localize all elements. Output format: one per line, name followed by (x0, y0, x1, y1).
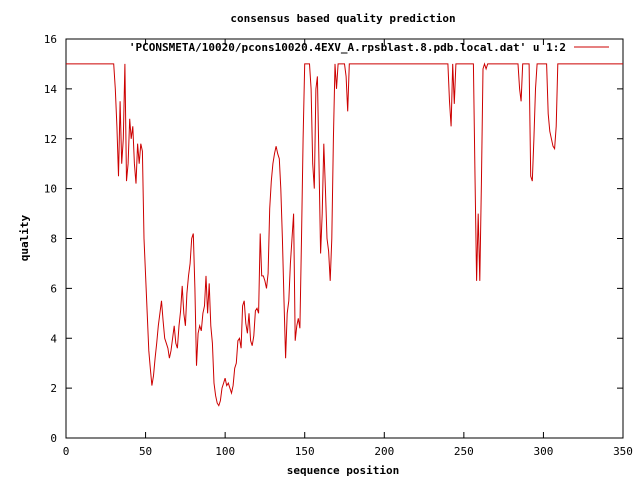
plot-frame (65, 38, 624, 439)
x-tick-label: 350 (613, 445, 633, 458)
x-tick-label: 50 (139, 445, 152, 458)
legend: 'PCONSMETA/10020/pcons10020.4EXV_A.rpsbl… (129, 41, 609, 54)
x-axis-label: sequence position (287, 464, 400, 477)
y-tick-label: 4 (50, 332, 57, 345)
series-group (66, 62, 623, 407)
series-line (66, 62, 623, 407)
y-tick-label: 0 (50, 432, 57, 445)
x-tick-label: 200 (374, 445, 394, 458)
y-tick-label: 14 (44, 83, 58, 96)
x-tick-label: 0 (63, 445, 70, 458)
x-tick-label: 100 (215, 445, 235, 458)
x-tick-label: 300 (533, 445, 553, 458)
y-tick-label: 16 (44, 33, 57, 46)
x-tick-label: 150 (295, 445, 315, 458)
y-tick-label: 12 (44, 133, 57, 146)
y-tick-label: 6 (50, 282, 57, 295)
legend-label: 'PCONSMETA/10020/pcons10020.4EXV_A.rpsbl… (129, 41, 566, 54)
y-tick-label: 2 (50, 382, 57, 395)
y-axis-label: quality (18, 214, 31, 261)
chart-title: consensus based quality prediction (230, 12, 455, 25)
tick-group: 0 50 100 150 200 250 300 350 0 2 4 6 8 10 12 14 16 (44, 33, 633, 458)
x-tick-label: 250 (454, 445, 474, 458)
y-tick-label: 8 (50, 233, 57, 246)
y-tick-label: 10 (44, 183, 57, 196)
